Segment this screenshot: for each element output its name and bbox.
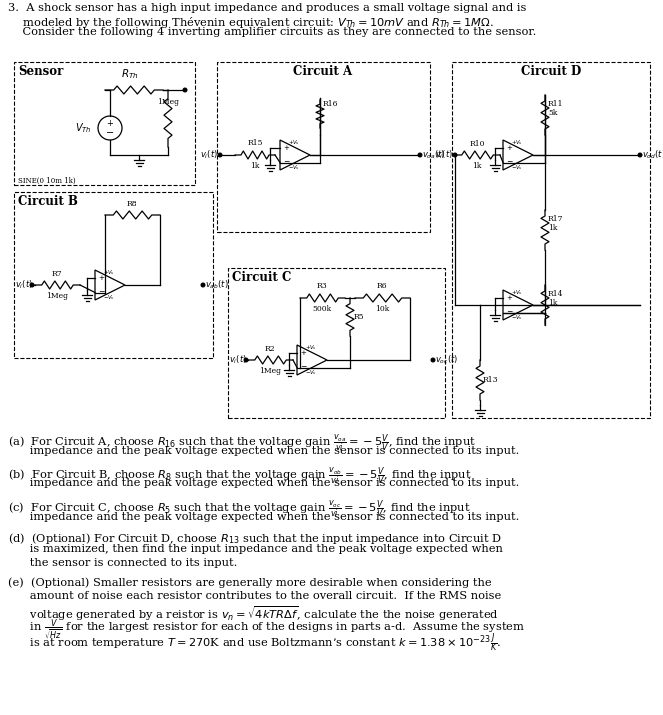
Circle shape	[453, 153, 457, 157]
Text: $v_{oc}(t)$: $v_{oc}(t)$	[435, 354, 458, 366]
Text: +: +	[506, 145, 512, 152]
Text: 500k: 500k	[312, 305, 332, 313]
Text: R11: R11	[548, 100, 564, 108]
Text: 1Meg: 1Meg	[46, 292, 68, 300]
Text: 1k: 1k	[251, 162, 260, 170]
Circle shape	[244, 358, 248, 362]
Text: −$V_s$: −$V_s$	[511, 164, 522, 172]
Text: +$V_s$: +$V_s$	[288, 138, 300, 147]
Bar	[228, 268, 445, 418]
Text: 1k: 1k	[548, 299, 558, 307]
Text: R2: R2	[265, 345, 275, 353]
Text: −: −	[506, 307, 512, 316]
Text: R8: R8	[127, 200, 137, 208]
Bar	[14, 62, 195, 185]
Text: −: −	[300, 362, 306, 371]
Text: in $\frac{V}{\sqrt{Hz}}$ for the largest resistor for each of the designs in par: in $\frac{V}{\sqrt{Hz}}$ for the largest…	[8, 618, 525, 644]
Text: is at room temperature $T = 270$K and use Boltzmann’s constant $k = 1.38 \times : is at room temperature $T = 270$K and us…	[8, 631, 501, 654]
Text: the sensor is connected to its input.: the sensor is connected to its input.	[8, 558, 237, 568]
Text: modeled by the following Thévenin equivalent circuit: $V_{Th} = 10mV$ and $R_{Th: modeled by the following Thévenin equiva…	[8, 15, 494, 30]
Text: 5k: 5k	[548, 109, 558, 117]
Text: Circuit C: Circuit C	[232, 271, 291, 284]
Text: (b)  For Circuit B, choose $R_8$ such that the voltage gain $\frac{v_{ob}}{vi} =: (b) For Circuit B, choose $R_8$ such tha…	[8, 465, 471, 487]
Text: $v_i(t)$: $v_i(t)$	[229, 354, 247, 366]
Text: $v_i(t)$: $v_i(t)$	[200, 149, 218, 162]
Text: SINE(0 10m 1k): SINE(0 10m 1k)	[18, 177, 76, 185]
Text: $V_{Th}$: $V_{Th}$	[76, 121, 92, 135]
Text: $v_{ab}(t)$: $v_{ab}(t)$	[205, 279, 229, 291]
Text: Sensor: Sensor	[18, 65, 64, 78]
Text: impedance and the peak voltage expected when the sensor is connected to its inpu: impedance and the peak voltage expected …	[8, 445, 519, 455]
Text: 1Meg: 1Meg	[157, 98, 179, 106]
Text: −: −	[106, 127, 114, 137]
Text: amount of noise each resistor contributes to the overall circuit.  If the RMS no: amount of noise each resistor contribute…	[8, 591, 501, 601]
Text: R16: R16	[323, 100, 339, 108]
Text: $R_{Th}$: $R_{Th}$	[121, 67, 139, 81]
Text: −: −	[98, 287, 104, 296]
Text: −$V_s$: −$V_s$	[304, 368, 316, 378]
Text: R6: R6	[377, 282, 387, 290]
Text: Consider the following 4 inverting amplifier circuits as they are connected to t: Consider the following 4 inverting ampli…	[8, 27, 536, 37]
Text: (a)  For Circuit A, choose $R_{16}$ such that the voltage gain $\frac{v_{oa}}{vi: (a) For Circuit A, choose $R_{16}$ such …	[8, 432, 476, 453]
Text: +: +	[107, 119, 113, 128]
Text: R13: R13	[483, 376, 499, 384]
Text: +: +	[283, 145, 289, 152]
Text: voltage generated by a reistor is $v_n = \sqrt{4kTR\Delta f}$, calculate the the: voltage generated by a reistor is $v_n =…	[8, 604, 499, 623]
Text: 1k: 1k	[548, 224, 558, 232]
Bar	[217, 62, 430, 232]
Text: $v_i(t)$: $v_i(t)$	[435, 149, 453, 162]
Text: 3.  A shock sensor has a high input impedance and produces a small voltage signa: 3. A shock sensor has a high input imped…	[8, 3, 526, 13]
Text: +$V_s$: +$V_s$	[103, 267, 115, 277]
Text: $v_{oa}(t)$: $v_{oa}(t)$	[422, 149, 446, 162]
Text: $v_i(t)$: $v_i(t)$	[15, 279, 33, 291]
Text: is maximized, then find the input impedance and the peak voltage expected when: is maximized, then find the input impeda…	[8, 545, 503, 555]
Text: $v_{od}(t)$: $v_{od}(t)$	[642, 149, 663, 162]
Circle shape	[30, 283, 34, 287]
Text: R10: R10	[469, 140, 485, 148]
Text: R5: R5	[354, 313, 365, 321]
Text: impedance and the peak voltage expected when the sensor is connected to its inpu: impedance and the peak voltage expected …	[8, 478, 519, 488]
Text: +: +	[98, 275, 104, 282]
Text: 1Meg: 1Meg	[259, 367, 281, 375]
Text: impedance and the peak voltage expected when the sensor is connected to its inpu: impedance and the peak voltage expected …	[8, 511, 519, 521]
Text: −$V_s$: −$V_s$	[288, 164, 300, 172]
Text: −$V_s$: −$V_s$	[103, 293, 115, 302]
Text: R3: R3	[317, 282, 328, 290]
Bar	[452, 62, 650, 418]
Text: +$V_s$: +$V_s$	[511, 287, 522, 297]
Text: −: −	[283, 157, 289, 166]
Text: Circuit D: Circuit D	[521, 65, 581, 78]
Text: R7: R7	[52, 270, 62, 278]
Text: Circuit B: Circuit B	[18, 195, 78, 208]
Circle shape	[418, 153, 422, 157]
Text: (e)  (Optional) Smaller resistors are generally more desirable when considering : (e) (Optional) Smaller resistors are gen…	[8, 578, 492, 588]
Circle shape	[183, 88, 187, 92]
Text: Circuit A: Circuit A	[294, 65, 353, 78]
Text: +: +	[300, 350, 306, 356]
Text: R14: R14	[548, 290, 564, 298]
Text: +$V_s$: +$V_s$	[304, 342, 316, 352]
Circle shape	[638, 153, 642, 157]
Text: +$V_s$: +$V_s$	[511, 138, 522, 147]
Text: R15: R15	[247, 139, 263, 147]
Text: 10k: 10k	[375, 305, 389, 313]
Text: −$V_s$: −$V_s$	[511, 313, 522, 322]
Text: 1k: 1k	[472, 162, 482, 170]
Circle shape	[201, 283, 205, 287]
Text: −: −	[506, 157, 512, 166]
Bar	[14, 192, 213, 358]
Circle shape	[431, 358, 435, 362]
Circle shape	[218, 153, 222, 157]
Text: +: +	[506, 295, 512, 302]
Text: R17: R17	[548, 215, 564, 223]
Text: (d)  (Optional) For Circuit D, choose $R_{13}$ such that the input impedance int: (d) (Optional) For Circuit D, choose $R_…	[8, 531, 502, 546]
Text: (c)  For Circuit C, choose $R_5$ such that the voltage gain $\frac{v_{oc}}{vi} =: (c) For Circuit C, choose $R_5$ such tha…	[8, 498, 471, 520]
